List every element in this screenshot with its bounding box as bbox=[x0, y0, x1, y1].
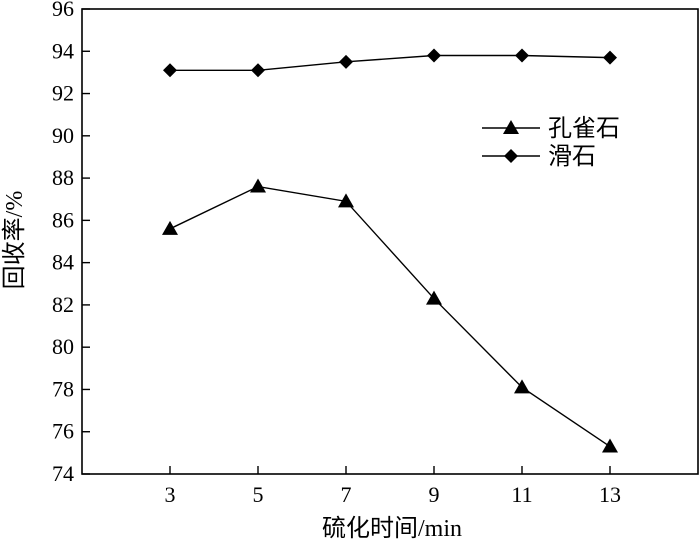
y-tick-label: 86 bbox=[52, 207, 74, 232]
data-point bbox=[603, 50, 617, 65]
y-axis: 74 76 78 80 82 84 86 88 90 92 94 96 bbox=[52, 0, 90, 486]
y-tick-label: 82 bbox=[52, 292, 74, 317]
x-tick-label: 13 bbox=[599, 482, 621, 507]
y-tick-label: 80 bbox=[52, 334, 74, 359]
data-point bbox=[338, 193, 354, 208]
data-point bbox=[162, 220, 178, 235]
legend-marker bbox=[504, 149, 518, 163]
data-point bbox=[602, 438, 618, 453]
data-point bbox=[250, 178, 266, 193]
y-tick-label: 90 bbox=[52, 123, 74, 148]
y-tick-label: 94 bbox=[52, 38, 74, 63]
x-tick-label: 9 bbox=[429, 482, 440, 507]
data-point bbox=[163, 63, 177, 78]
y-tick-label: 92 bbox=[52, 81, 74, 106]
series-line bbox=[169, 185, 611, 448]
series-talc bbox=[163, 48, 617, 78]
y-tick-label: 96 bbox=[52, 0, 74, 21]
data-point bbox=[515, 48, 529, 63]
series-malachite bbox=[162, 178, 618, 453]
data-point bbox=[251, 63, 265, 78]
legend-item: 孔雀石 bbox=[482, 115, 620, 142]
series-layer bbox=[162, 48, 618, 453]
y-tick-label: 78 bbox=[52, 376, 74, 401]
data-point bbox=[426, 290, 442, 305]
legend-marker bbox=[503, 120, 519, 134]
x-tick-label: 11 bbox=[511, 482, 532, 507]
data-point bbox=[339, 54, 353, 69]
x-tick-label: 5 bbox=[253, 482, 264, 507]
series-line bbox=[170, 54, 611, 71]
y-tick-label: 74 bbox=[52, 461, 74, 486]
x-tick-label: 7 bbox=[341, 482, 352, 507]
y-tick-label: 88 bbox=[52, 165, 74, 190]
plot-area-frame bbox=[81, 8, 699, 475]
y-tick-label: 76 bbox=[52, 419, 74, 444]
y-tick-label: 84 bbox=[52, 250, 74, 275]
legend-item: 滑石 bbox=[482, 143, 596, 170]
data-point bbox=[514, 379, 530, 394]
legend-label: 孔雀石 bbox=[548, 115, 620, 142]
y-axis-title: 回收率/% bbox=[1, 191, 28, 290]
x-axis: 3 5 7 9 11 13 bbox=[165, 466, 621, 507]
data-point bbox=[427, 48, 441, 63]
x-axis-title: 硫化时间/min bbox=[322, 515, 462, 542]
legend-label: 滑石 bbox=[548, 143, 596, 170]
x-tick-label: 3 bbox=[165, 482, 176, 507]
